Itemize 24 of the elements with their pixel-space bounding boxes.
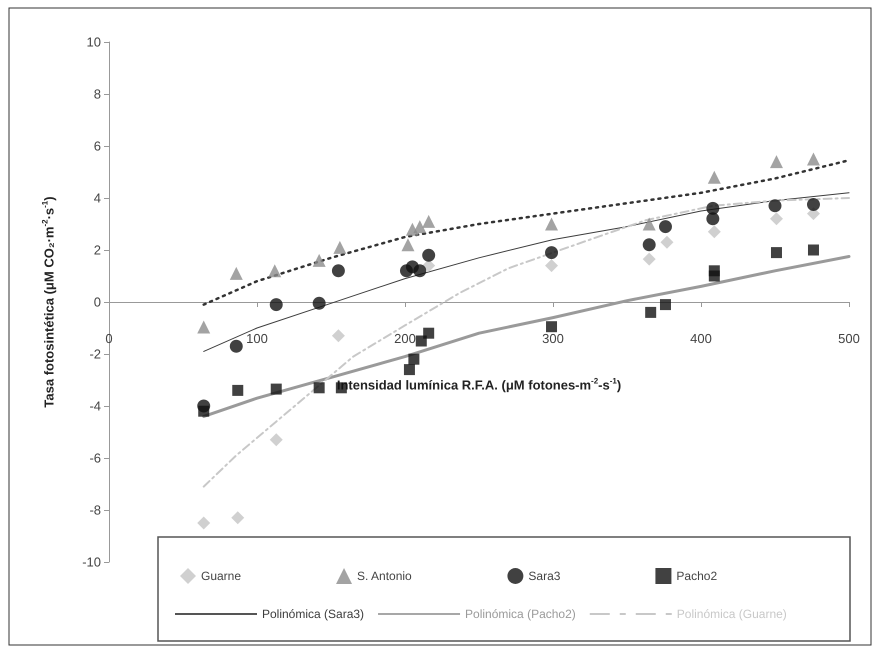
x-tick-label: 200 bbox=[394, 331, 416, 346]
x-tick-label: 300 bbox=[542, 331, 564, 346]
text: Polinómica (Sara3) bbox=[262, 607, 364, 621]
y-tick-label: -4 bbox=[89, 398, 101, 414]
x-tick-label: 100 bbox=[246, 331, 268, 346]
y-tick-label: 0 bbox=[94, 294, 101, 310]
y-tick-label: -8 bbox=[89, 502, 101, 518]
y-tick-label: 10 bbox=[86, 34, 101, 50]
y-tick-label: 4 bbox=[94, 190, 101, 206]
legend-label: Guarne bbox=[201, 569, 242, 583]
y-tick-label: -10 bbox=[82, 554, 101, 570]
text: Polinómica (Pacho2) bbox=[465, 607, 576, 621]
y-tick-label: -2 bbox=[89, 346, 101, 362]
x-tick-label: 500 bbox=[838, 331, 860, 346]
legend-label: S. Antonio bbox=[357, 569, 412, 583]
y-tick-label: 6 bbox=[94, 138, 101, 154]
y-tick-label: -6 bbox=[89, 450, 101, 466]
legend-label: Sara3 bbox=[528, 569, 561, 583]
y-axis-title: Tasa fotosintética (μM CO₂·m-2·s-1) bbox=[40, 196, 56, 408]
y-tick-label: 2 bbox=[94, 242, 101, 258]
legend-label: Pacho2 bbox=[676, 569, 718, 583]
y-tick-label: 8 bbox=[94, 86, 101, 102]
x-tick-label: 400 bbox=[690, 331, 712, 346]
x-tick-label: 0 bbox=[105, 331, 113, 346]
